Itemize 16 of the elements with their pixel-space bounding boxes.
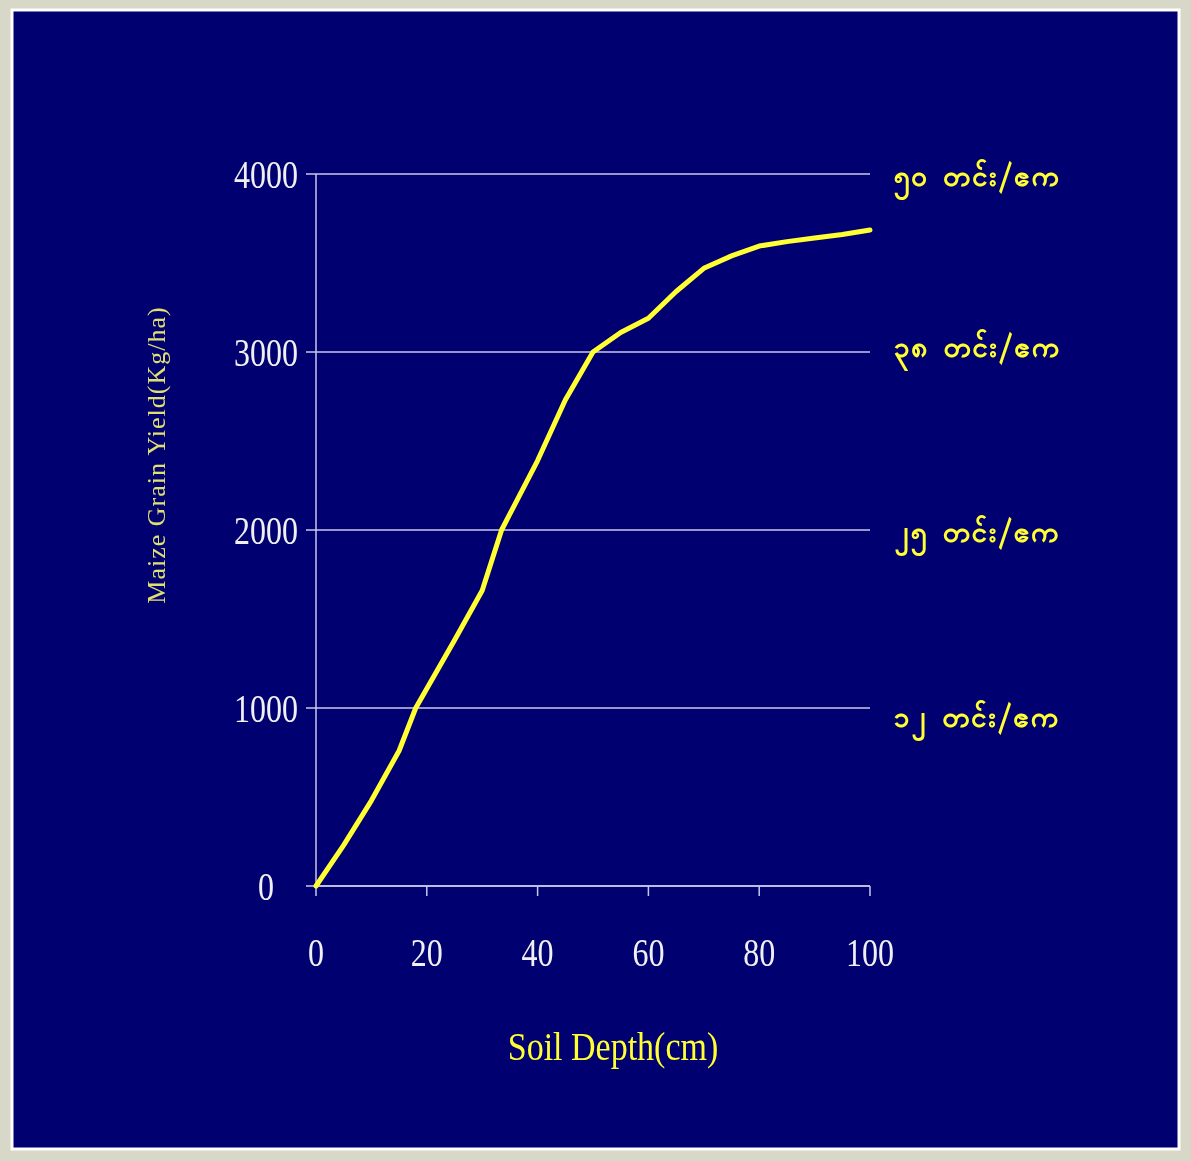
x-axis-title: Soil Depth(cm) bbox=[507, 1024, 719, 1070]
x-tick-label: 80 bbox=[743, 930, 776, 975]
x-tick-label: 60 bbox=[632, 930, 665, 975]
x-tick-label: 100 bbox=[846, 930, 894, 975]
y2-tick-label: ၁၂ တင်း/ဧက bbox=[893, 697, 1059, 743]
y2-tick-label: ၂၅ တင်း/ဧက bbox=[893, 512, 1060, 557]
y-tick-label: 0 bbox=[258, 864, 274, 909]
y-tick-label: 1000 bbox=[234, 686, 298, 731]
y2-tick-label: ၃၈ တင်း/ဧက bbox=[893, 326, 1060, 372]
x-tick-label: 20 bbox=[410, 930, 443, 975]
y-tick-label: 2000 bbox=[234, 508, 298, 553]
y2-tick-label: ၅၀ တင်း/ဧက bbox=[893, 156, 1060, 201]
y-tick-label: 3000 bbox=[234, 330, 298, 375]
x-tick-label: 40 bbox=[521, 930, 554, 975]
y-axis-title: Maize Grain Yield(Kg/ha) bbox=[142, 306, 171, 604]
y-tick-label: 4000 bbox=[234, 152, 298, 197]
